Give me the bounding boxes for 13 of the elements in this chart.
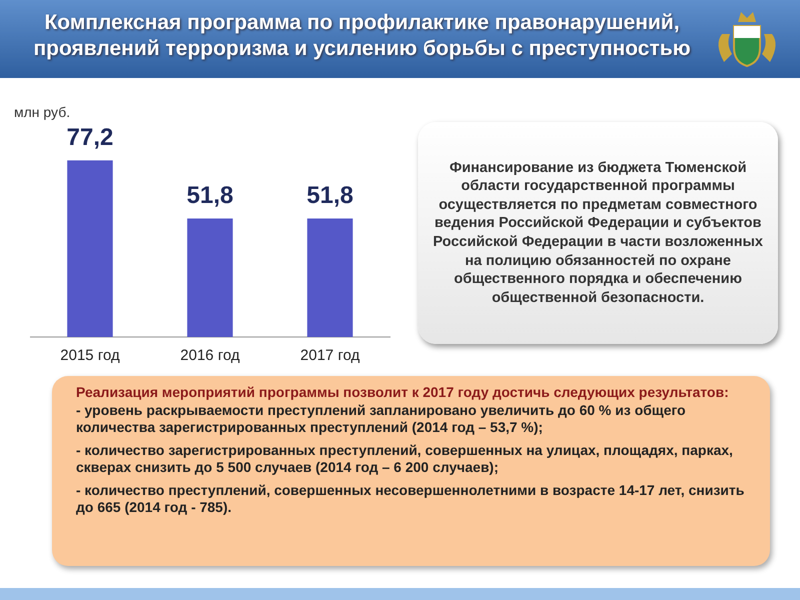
x-tick-label: 2017 год xyxy=(300,347,360,364)
data-label: 51,8 xyxy=(306,182,354,210)
x-tick-label: 2015 год xyxy=(60,347,120,364)
text: - количество преступлений, совершенных несовершеннолетними в возрасте 14-17 лет, снизить до 665 (2014 год - 785). xyxy=(76,482,746,516)
text: Финансирование из бюджета Тюменской области государственной программы осуществляется по предметам совместного ведения Российской Федерации и субъектов Российской Федерации в части возложенных на полицию обязанностей по охране общественного порядка и обеспечению общественной безопасности. xyxy=(418,122,778,344)
chart-title: Комплексная программа по профилактике правонарушений, проявлений терроризма и усилению борьбы с преступностью xyxy=(32,10,692,62)
x-tick-label: 2016 год xyxy=(180,347,240,364)
y-axis-title: млн руб. xyxy=(14,104,70,120)
text: - количество зарегистрированных преступлений, совершенных на улицах, площадях, парках, скверах снизить до 5 500 случаев (2014 год – 6 200 случаев); xyxy=(76,442,734,476)
text: Реализация мероприятий программы позволит к 2017 году достичь следующих результатов: xyxy=(76,384,730,402)
data-label: 77,2 xyxy=(66,124,114,152)
data-label: 51,8 xyxy=(186,182,234,210)
text: - уровень раскрываемости преступлений запланировано увеличить до 60 % из общего количества зарегистрированных преступлений (2014 год – 53,7 %); xyxy=(76,402,687,436)
